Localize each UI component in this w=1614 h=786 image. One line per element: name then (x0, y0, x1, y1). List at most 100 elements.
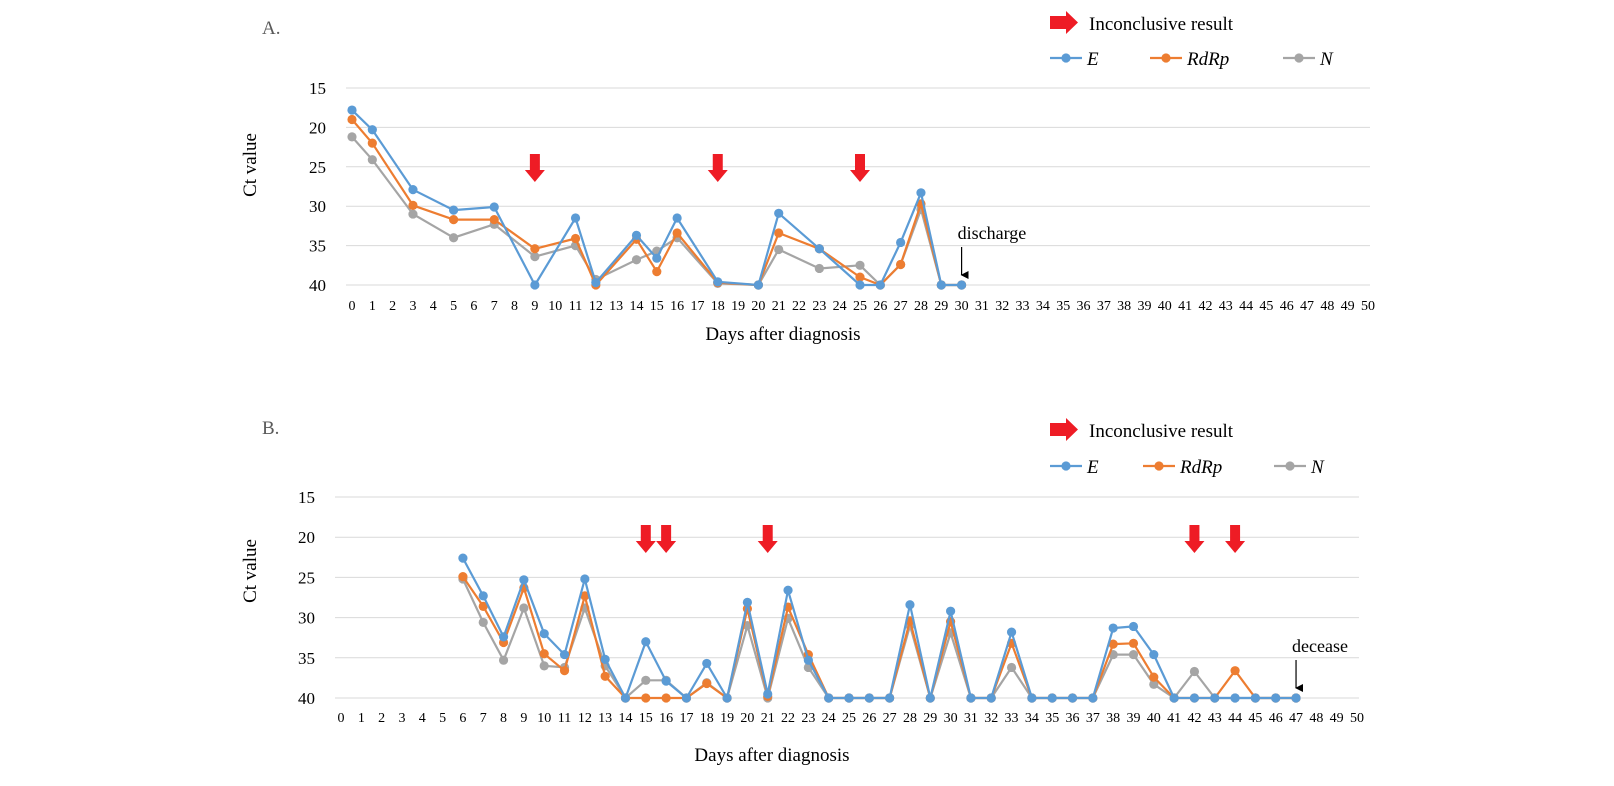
data-point-e (713, 277, 723, 287)
x-tick-label: 8 (500, 711, 507, 726)
legend-marker-e (1061, 53, 1071, 63)
x-tick-label: 32 (984, 711, 998, 726)
data-point-e (875, 280, 885, 290)
x-axis-title: Days after diagnosis (705, 324, 860, 345)
legend-inconclusive-label: Inconclusive result (1089, 421, 1234, 442)
data-point-rdrp (661, 693, 671, 703)
x-tick-label: 33 (1016, 299, 1030, 314)
inconclusive-arrow-icon (1184, 525, 1205, 553)
x-tick-label: 37 (1097, 299, 1111, 314)
data-point-e (1047, 693, 1057, 703)
data-point-e (905, 600, 915, 610)
data-point-n (641, 675, 651, 685)
x-tick-label: 47 (1300, 299, 1314, 314)
y-tick-label: 30 (298, 609, 315, 628)
data-point-e (631, 230, 642, 240)
data-point-e (1149, 649, 1159, 660)
data-point-n (449, 233, 459, 243)
x-tick-label: 13 (609, 299, 623, 314)
legend: Inconclusive result E RdRp N (1050, 11, 1334, 70)
x-tick-label: 50 (1361, 299, 1375, 314)
y-tick-label: 20 (309, 118, 326, 137)
x-tick-label: 7 (491, 299, 498, 314)
y-tick-label: 15 (309, 79, 326, 98)
x-tick-label: 3 (409, 299, 416, 314)
y-tick-label: 40 (298, 689, 315, 708)
x-tick-label: 23 (801, 711, 815, 726)
legend-label-e: E (1086, 49, 1099, 70)
x-tick-label: 0 (349, 299, 356, 314)
data-point-rdrp (1108, 639, 1118, 649)
data-point-e (855, 280, 865, 290)
data-point-e (591, 278, 601, 288)
x-tick-label: 35 (1056, 299, 1070, 314)
data-point-e (1291, 693, 1301, 703)
data-point-e (1088, 693, 1098, 703)
x-tick-label: 24 (833, 299, 847, 314)
data-point-rdrp (570, 233, 581, 244)
data-point-n (1006, 662, 1017, 673)
data-point-n (774, 244, 784, 255)
legend-marker-rdrp (1154, 461, 1164, 471)
data-point-e (1230, 693, 1240, 703)
data-point-e (519, 575, 529, 585)
x-tick-label: 38 (1106, 711, 1120, 726)
data-point-e (986, 693, 996, 703)
legend-label-rdrp: RdRp (1179, 457, 1222, 478)
inconclusive-arrow-icon (707, 154, 728, 182)
y-tick-labels: 15 20 25 30 35 40 (309, 79, 326, 295)
x-tick-label: 29 (934, 299, 948, 314)
x-tick-label: 39 (1126, 711, 1140, 726)
data-point-e (1128, 621, 1139, 632)
data-point-rdrp (1230, 666, 1240, 676)
x-tick-label: 44 (1239, 299, 1253, 314)
x-tick-label: 26 (862, 711, 876, 726)
x-tick-label: 45 (1248, 711, 1262, 726)
data-point-e (925, 693, 935, 703)
data-point-rdrp (489, 214, 499, 225)
x-tick-label: 9 (531, 299, 538, 314)
data-point-rdrp (367, 138, 377, 148)
x-tick-label: 11 (558, 711, 571, 726)
y-tick-label: 30 (309, 197, 326, 216)
data-point-e (774, 208, 784, 218)
x-axis-title: Days after diagnosis (694, 745, 849, 766)
gridlines (335, 496, 1359, 699)
x-tick-label: 14 (629, 299, 643, 314)
y-tick-label: 35 (298, 649, 315, 668)
data-point-n (498, 655, 509, 665)
x-tick-label: 6 (459, 711, 466, 726)
x-tick-label: 2 (378, 711, 385, 726)
x-tick-label: 15 (639, 711, 653, 726)
data-point-rdrp (641, 693, 651, 703)
x-tick-label: 42 (1187, 711, 1201, 726)
x-tick-label: 50 (1350, 711, 1364, 726)
legend-marker-e (1061, 461, 1071, 471)
data-point-e (347, 105, 357, 115)
x-tick-label: 43 (1208, 711, 1222, 726)
data-point-e (946, 606, 956, 616)
gridlines (346, 87, 1370, 286)
data-point-e (824, 693, 834, 703)
red-arrow-icon (1050, 11, 1078, 34)
x-tick-label: 0 (338, 711, 345, 726)
legend-series-entries: E RdRp N (1050, 49, 1334, 70)
x-tick-label: 22 (781, 711, 795, 726)
y-axis-title: Ct value (240, 133, 261, 197)
x-tick-label: 2 (389, 299, 396, 314)
y-axis-title: Ct value (240, 539, 261, 603)
data-point-n (519, 603, 529, 613)
data-point-e (1271, 693, 1281, 703)
data-point-e (783, 585, 793, 595)
x-tick-label: 6 (470, 299, 477, 314)
data-point-rdrp (1149, 672, 1159, 682)
x-tick-label: 16 (659, 711, 673, 726)
x-tick-label: 18 (700, 711, 714, 726)
x-tick-label: 41 (1167, 711, 1181, 726)
data-point-e (408, 185, 418, 195)
data-point-rdrp (530, 244, 540, 254)
x-tick-label: 40 (1158, 299, 1172, 314)
data-point-n (1128, 649, 1139, 660)
x-tick-label: 22 (792, 299, 806, 314)
